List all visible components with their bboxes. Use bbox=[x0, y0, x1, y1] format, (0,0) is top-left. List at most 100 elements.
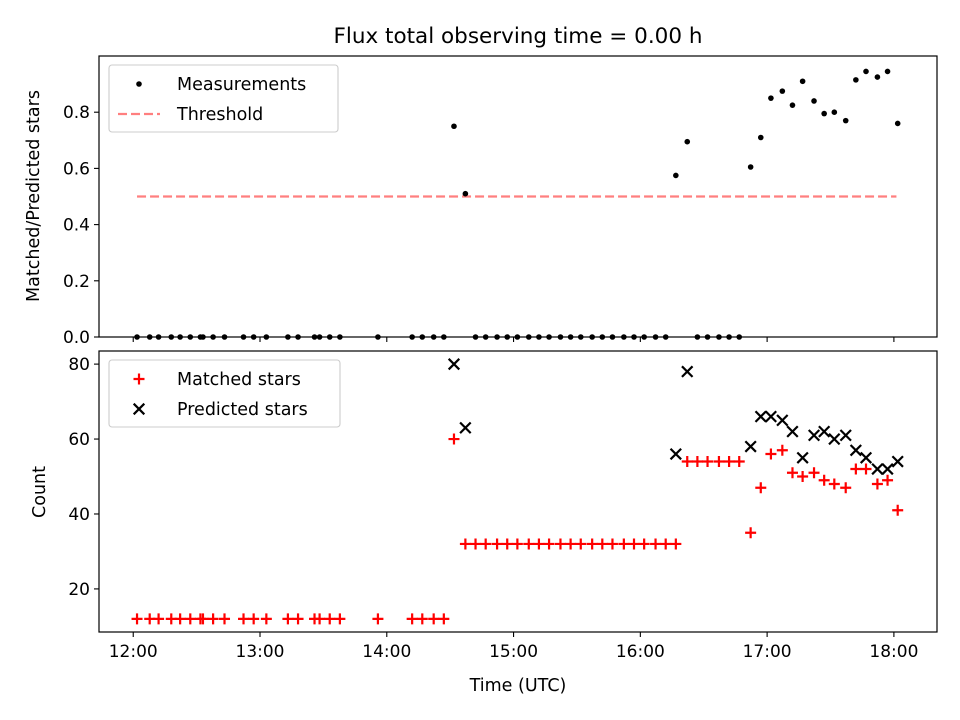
matched-stars-marker bbox=[501, 538, 513, 550]
matched-stars-marker bbox=[628, 538, 640, 550]
x-tick-label: 14:00 bbox=[362, 642, 411, 662]
y-tick-label: 0.4 bbox=[63, 216, 90, 236]
predicted-stars-marker bbox=[859, 451, 873, 464]
measurements-marker bbox=[853, 77, 859, 83]
chart-title: Flux total observing time = 0.00 h bbox=[334, 24, 703, 49]
matched-stars-marker bbox=[606, 538, 618, 550]
matched-stars-marker bbox=[670, 538, 682, 550]
x-tick-label: 17:00 bbox=[743, 642, 792, 662]
matched-stars-marker bbox=[334, 613, 346, 625]
predicted-stars-marker bbox=[764, 410, 777, 423]
predicted-stars-marker bbox=[881, 462, 894, 476]
x-tick-label: 13:00 bbox=[236, 642, 285, 662]
matched-stars-marker bbox=[745, 527, 757, 539]
matched-stars-marker bbox=[260, 613, 272, 625]
matched-stars-marker bbox=[184, 613, 196, 625]
matched-stars-marker bbox=[797, 471, 809, 483]
y-tick-label: 0.2 bbox=[63, 272, 90, 292]
matched-stars-marker bbox=[818, 474, 830, 486]
matched-stars-marker bbox=[808, 467, 820, 479]
x-tick-label: 15:00 bbox=[489, 642, 538, 662]
measurements-marker bbox=[684, 138, 691, 145]
predicted-stars-marker bbox=[891, 455, 904, 468]
measurements-marker bbox=[789, 102, 796, 108]
predicted-stars-marker bbox=[828, 432, 841, 446]
matched-stars-marker bbox=[618, 538, 630, 550]
legend-marker bbox=[136, 81, 142, 87]
predicted-stars-marker bbox=[744, 440, 757, 453]
matched-stars-marker bbox=[840, 482, 852, 494]
predicted-stars-marker bbox=[776, 414, 789, 427]
matched-stars-marker bbox=[372, 613, 384, 625]
legend-marker bbox=[133, 373, 145, 385]
measurements-marker bbox=[874, 74, 881, 80]
legend-label: Matched stars bbox=[177, 370, 301, 390]
matched-stars-marker bbox=[786, 467, 798, 479]
predicted-stars-marker bbox=[681, 365, 694, 378]
matched-stars-marker bbox=[575, 538, 587, 550]
matched-stars-marker bbox=[511, 538, 523, 550]
matched-stars-marker bbox=[459, 538, 471, 550]
matched-stars-marker bbox=[755, 482, 767, 494]
matched-stars-marker bbox=[596, 538, 608, 550]
measurements-marker bbox=[842, 117, 849, 124]
matched-stars-marker bbox=[702, 456, 714, 468]
matched-stars-marker bbox=[850, 463, 862, 475]
matched-stars-marker bbox=[174, 613, 186, 625]
matched-stars-marker bbox=[491, 538, 503, 550]
predicted-stars-marker bbox=[459, 421, 472, 434]
matched-stars-marker bbox=[207, 613, 219, 625]
matched-stars-marker bbox=[428, 613, 440, 625]
matched-stars-marker bbox=[691, 456, 703, 468]
measurements-marker bbox=[462, 190, 469, 197]
top-panel: 0.0 0.2 0.4 0.6 0.8 Measurements Threshold bbox=[63, 55, 938, 348]
plot-area-frame bbox=[98, 350, 938, 633]
measurements-marker bbox=[799, 78, 806, 85]
measurements-marker bbox=[757, 134, 764, 141]
measurements-marker bbox=[894, 120, 901, 127]
measurements-marker bbox=[831, 109, 838, 115]
matched-stars-marker bbox=[314, 613, 326, 625]
matched-stars-marker bbox=[282, 613, 294, 625]
measurements-marker bbox=[673, 172, 679, 179]
matched-stars-marker bbox=[470, 538, 482, 550]
matched-stars-marker bbox=[723, 456, 735, 468]
matched-stars-marker bbox=[438, 613, 450, 625]
x-tick-label: 16:00 bbox=[616, 642, 665, 662]
plot-area-frame bbox=[98, 55, 938, 338]
matched-stars-marker bbox=[650, 538, 662, 550]
measurements-marker bbox=[863, 68, 869, 75]
predicted-stars-marker bbox=[796, 451, 809, 464]
predicted-stars-marker bbox=[807, 429, 821, 442]
legend-label: Threshold bbox=[176, 105, 263, 125]
matched-stars-marker bbox=[713, 456, 725, 468]
legend-marker bbox=[132, 402, 146, 416]
measurements-marker bbox=[779, 88, 786, 94]
matched-stars-marker bbox=[765, 448, 777, 460]
y-axis-label-bottom: Count bbox=[30, 466, 50, 518]
matched-stars-marker bbox=[416, 613, 428, 625]
legend-box bbox=[108, 359, 341, 428]
matched-stars-marker bbox=[828, 478, 840, 490]
y-axis-label-top: Matched/Predicted stars bbox=[24, 90, 44, 302]
matched-stars-marker bbox=[638, 538, 650, 550]
predicted-stars-marker bbox=[871, 462, 884, 476]
measurements-marker bbox=[451, 123, 457, 130]
legend-box bbox=[108, 64, 339, 133]
measurements-marker bbox=[884, 68, 891, 75]
legend-label: Measurements bbox=[177, 75, 306, 95]
matched-stars-marker bbox=[660, 538, 672, 550]
y-tick-label: 0.8 bbox=[63, 103, 90, 123]
x-tick-label: 12:00 bbox=[109, 642, 158, 662]
matched-stars-marker bbox=[219, 613, 231, 625]
y-tick-label: 80 bbox=[68, 355, 90, 375]
matched-stars-marker bbox=[153, 613, 165, 625]
matched-stars-marker bbox=[860, 463, 872, 475]
y-tick-label: 60 bbox=[68, 430, 90, 450]
y-tick-label: 0.0 bbox=[63, 328, 90, 348]
predicted-stars-marker bbox=[786, 425, 799, 438]
matched-stars-marker bbox=[882, 474, 894, 486]
bottom-panel: 20 40 60 80 12:00 13:00 14:00 15:00 16:00 17:00 18… bbox=[68, 350, 938, 662]
predicted-stars-marker bbox=[849, 444, 862, 457]
